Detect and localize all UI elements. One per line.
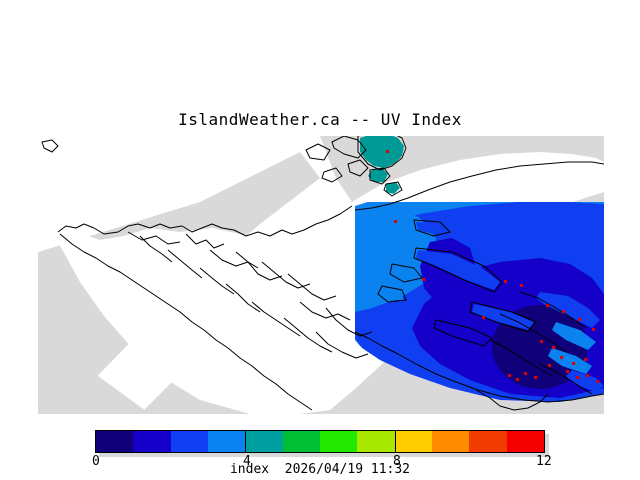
colorbar-swatch-7 (357, 431, 395, 452)
uv-arch-2 (552, 322, 596, 350)
colorbar-swatch-4 (245, 431, 283, 452)
colorbar-swatch-6 (319, 431, 358, 452)
page-title: IslandWeather.ca -- UV Index (178, 110, 462, 129)
station-marker (576, 376, 579, 379)
colorbar-swatch-0 (96, 431, 134, 452)
map-vector-layer (38, 136, 604, 414)
colorbar-swatches (95, 430, 545, 453)
station-marker (562, 310, 565, 313)
uv-lobe-light-nw (355, 206, 440, 312)
coastline-layer (41, 136, 604, 411)
station-marker (504, 280, 507, 283)
colorbar (95, 430, 549, 457)
station-marker (586, 374, 589, 377)
uv-islet-b (472, 304, 534, 330)
uv-islet-a (416, 250, 500, 290)
uv-teal-island-group (360, 136, 404, 194)
station-marker (422, 278, 425, 281)
station-marker (540, 340, 543, 343)
station-marker (386, 150, 389, 153)
station-marker (548, 364, 551, 367)
station-marker (584, 358, 587, 361)
uv-islet-group (380, 222, 534, 330)
colorbar-swatch-9 (431, 431, 470, 452)
colorbar-caption: index 2026/04/19 11:32 (229, 462, 410, 477)
colorbar-tick-0: 0 (92, 454, 100, 469)
colorbar-tick-4: 4 (243, 454, 251, 469)
uv-islet-d (416, 222, 448, 234)
colorbar-swatch-8 (394, 431, 432, 452)
station-marker (524, 372, 527, 375)
colorbar-tick-12: 12 (536, 454, 552, 469)
uv-index-map (0, 132, 640, 414)
colorbar-swatch-5 (282, 431, 320, 452)
uv-archipelago-group (536, 292, 604, 392)
station-marker (552, 346, 555, 349)
station-marker-layer (386, 150, 599, 383)
uv-teal-island (360, 136, 404, 168)
uv-arch-1 (536, 292, 600, 328)
colorbar-swatch-2 (170, 431, 208, 452)
colorbar-divider-8 (394, 431, 396, 452)
station-marker (596, 380, 599, 383)
station-marker (578, 318, 581, 321)
colorbar-swatch-3 (207, 431, 246, 452)
uv-arch-4 (566, 370, 604, 392)
colorbar-divider-4 (245, 431, 247, 452)
station-marker (508, 374, 511, 377)
colorbar-swatch-11 (506, 431, 544, 452)
station-marker (546, 304, 549, 307)
station-marker (520, 284, 523, 287)
uv-teal-island-tail2 (386, 182, 400, 194)
uv-islet-c (392, 266, 420, 280)
uv-islet-e (380, 288, 404, 300)
colorbar-swatch-1 (133, 431, 171, 452)
station-marker (482, 316, 485, 319)
station-marker (534, 376, 537, 379)
station-marker (516, 378, 519, 381)
uv-arch-3 (548, 348, 592, 374)
station-marker (566, 370, 569, 373)
station-marker (560, 356, 563, 359)
station-marker (572, 362, 575, 365)
uv-teal-island-tail (368, 168, 388, 182)
station-marker (394, 220, 397, 223)
station-marker (592, 328, 595, 331)
colorbar-tick-8: 8 (393, 454, 401, 469)
colorbar-swatch-10 (469, 431, 507, 452)
